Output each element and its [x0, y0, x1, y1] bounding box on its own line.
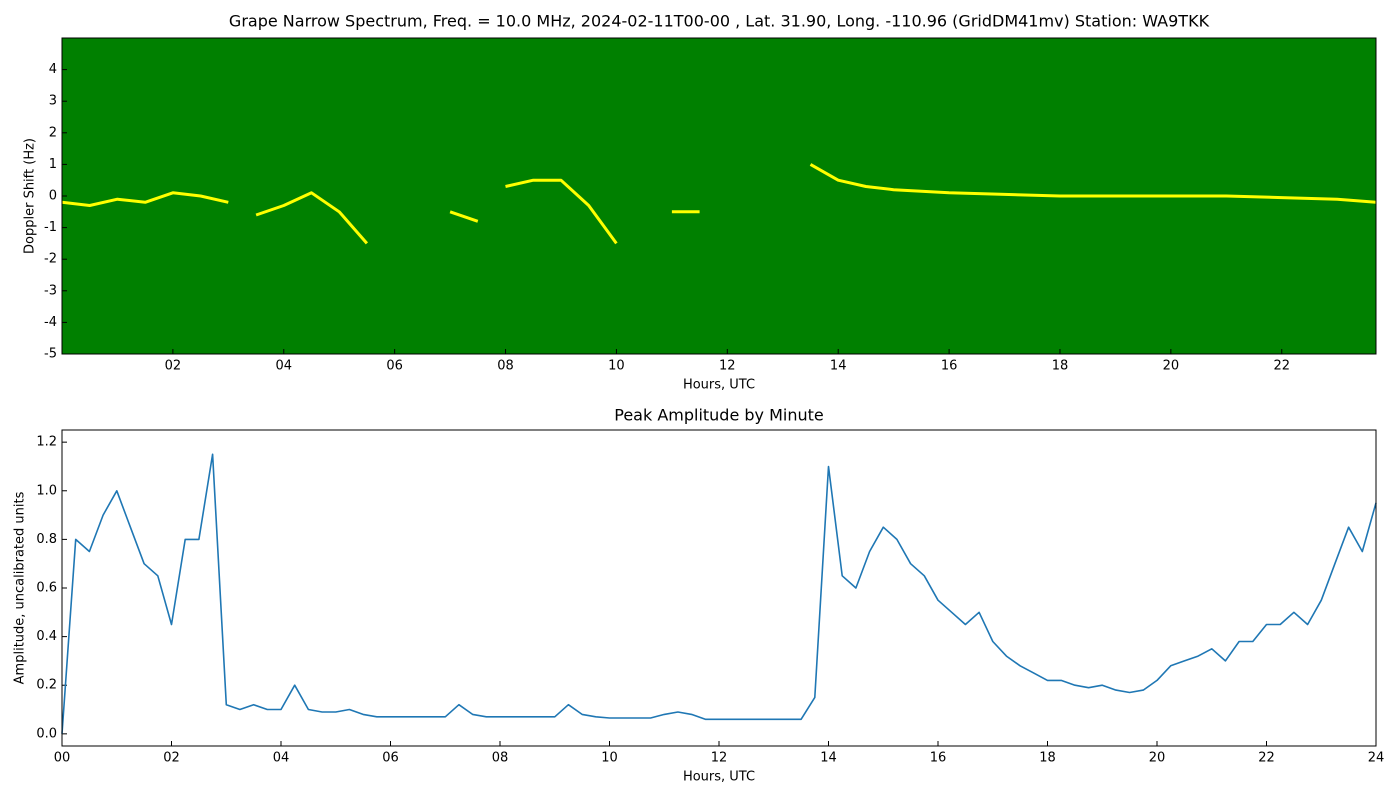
y-tick-label: 1.2: [36, 435, 57, 450]
x-tick-label: 22: [1258, 751, 1275, 766]
y-tick-label: -4: [44, 315, 57, 330]
y-tick-label: 1.0: [36, 483, 57, 498]
x-tick-label: 08: [492, 751, 509, 766]
y-tick-label: -5: [44, 347, 57, 362]
x-tick-label: 10: [601, 751, 618, 766]
y-tick-label: 3: [49, 94, 57, 109]
data-line: [449, 210, 479, 223]
plot-area: [62, 430, 1376, 746]
x-tick-label: 14: [830, 359, 847, 374]
x-tick-label: 10: [608, 359, 625, 374]
x-axis-label: Hours, UTC: [683, 378, 755, 393]
y-axis-label: Doppler Shift (Hz): [23, 138, 38, 254]
x-tick-label: 12: [719, 359, 736, 374]
chart-title: Grape Narrow Spectrum, Freq. = 10.0 MHz,…: [229, 12, 1210, 31]
x-tick-label: 02: [163, 751, 180, 766]
y-tick-label: -3: [44, 283, 57, 298]
data-line: [505, 178, 618, 245]
x-tick-label: 14: [820, 751, 837, 766]
x-tick-label: 18: [1039, 751, 1056, 766]
data-line: [61, 453, 1377, 734]
x-axis-label: Hours, UTC: [683, 770, 755, 785]
data-line: [255, 191, 369, 245]
x-tick-label: 06: [382, 751, 399, 766]
x-tick-label: 18: [1052, 359, 1069, 374]
x-tick-label: 20: [1149, 751, 1166, 766]
y-axis-label: Amplitude, uncalibrated units: [13, 491, 28, 684]
x-tick-label: 06: [386, 359, 403, 374]
y-tick-label: 2: [49, 125, 57, 140]
y-tick-label: -1: [44, 220, 57, 235]
y-tick-label: 0.8: [36, 532, 57, 547]
data-line: [61, 191, 229, 207]
x-tick-label: 04: [273, 751, 290, 766]
y-tick-label: 0.6: [36, 581, 57, 596]
x-tick-label: 00: [54, 751, 71, 766]
y-tick-label: 0: [49, 189, 57, 204]
x-tick-label: 24: [1368, 751, 1385, 766]
plot-frame: [61, 37, 1377, 355]
x-tick-label: 04: [275, 359, 292, 374]
x-tick-label: 12: [711, 751, 728, 766]
data-line: [809, 163, 1377, 204]
y-tick-label: -2: [44, 252, 57, 267]
x-tick-label: 16: [941, 359, 958, 374]
y-tick-label: 0.4: [36, 629, 57, 644]
x-tick-label: 16: [930, 751, 947, 766]
y-tick-label: 4: [49, 62, 57, 77]
x-tick-label: 22: [1273, 359, 1290, 374]
chart-title: Peak Amplitude by Minute: [614, 406, 824, 425]
x-tick-label: 08: [497, 359, 514, 374]
x-tick-label: 20: [1163, 359, 1180, 374]
y-tick-label: 1: [49, 157, 57, 172]
plot-frame: [61, 429, 1377, 747]
x-tick-label: 02: [165, 359, 182, 374]
y-tick-label: 0.2: [36, 678, 57, 693]
y-tick-label: 0.0: [36, 726, 57, 741]
